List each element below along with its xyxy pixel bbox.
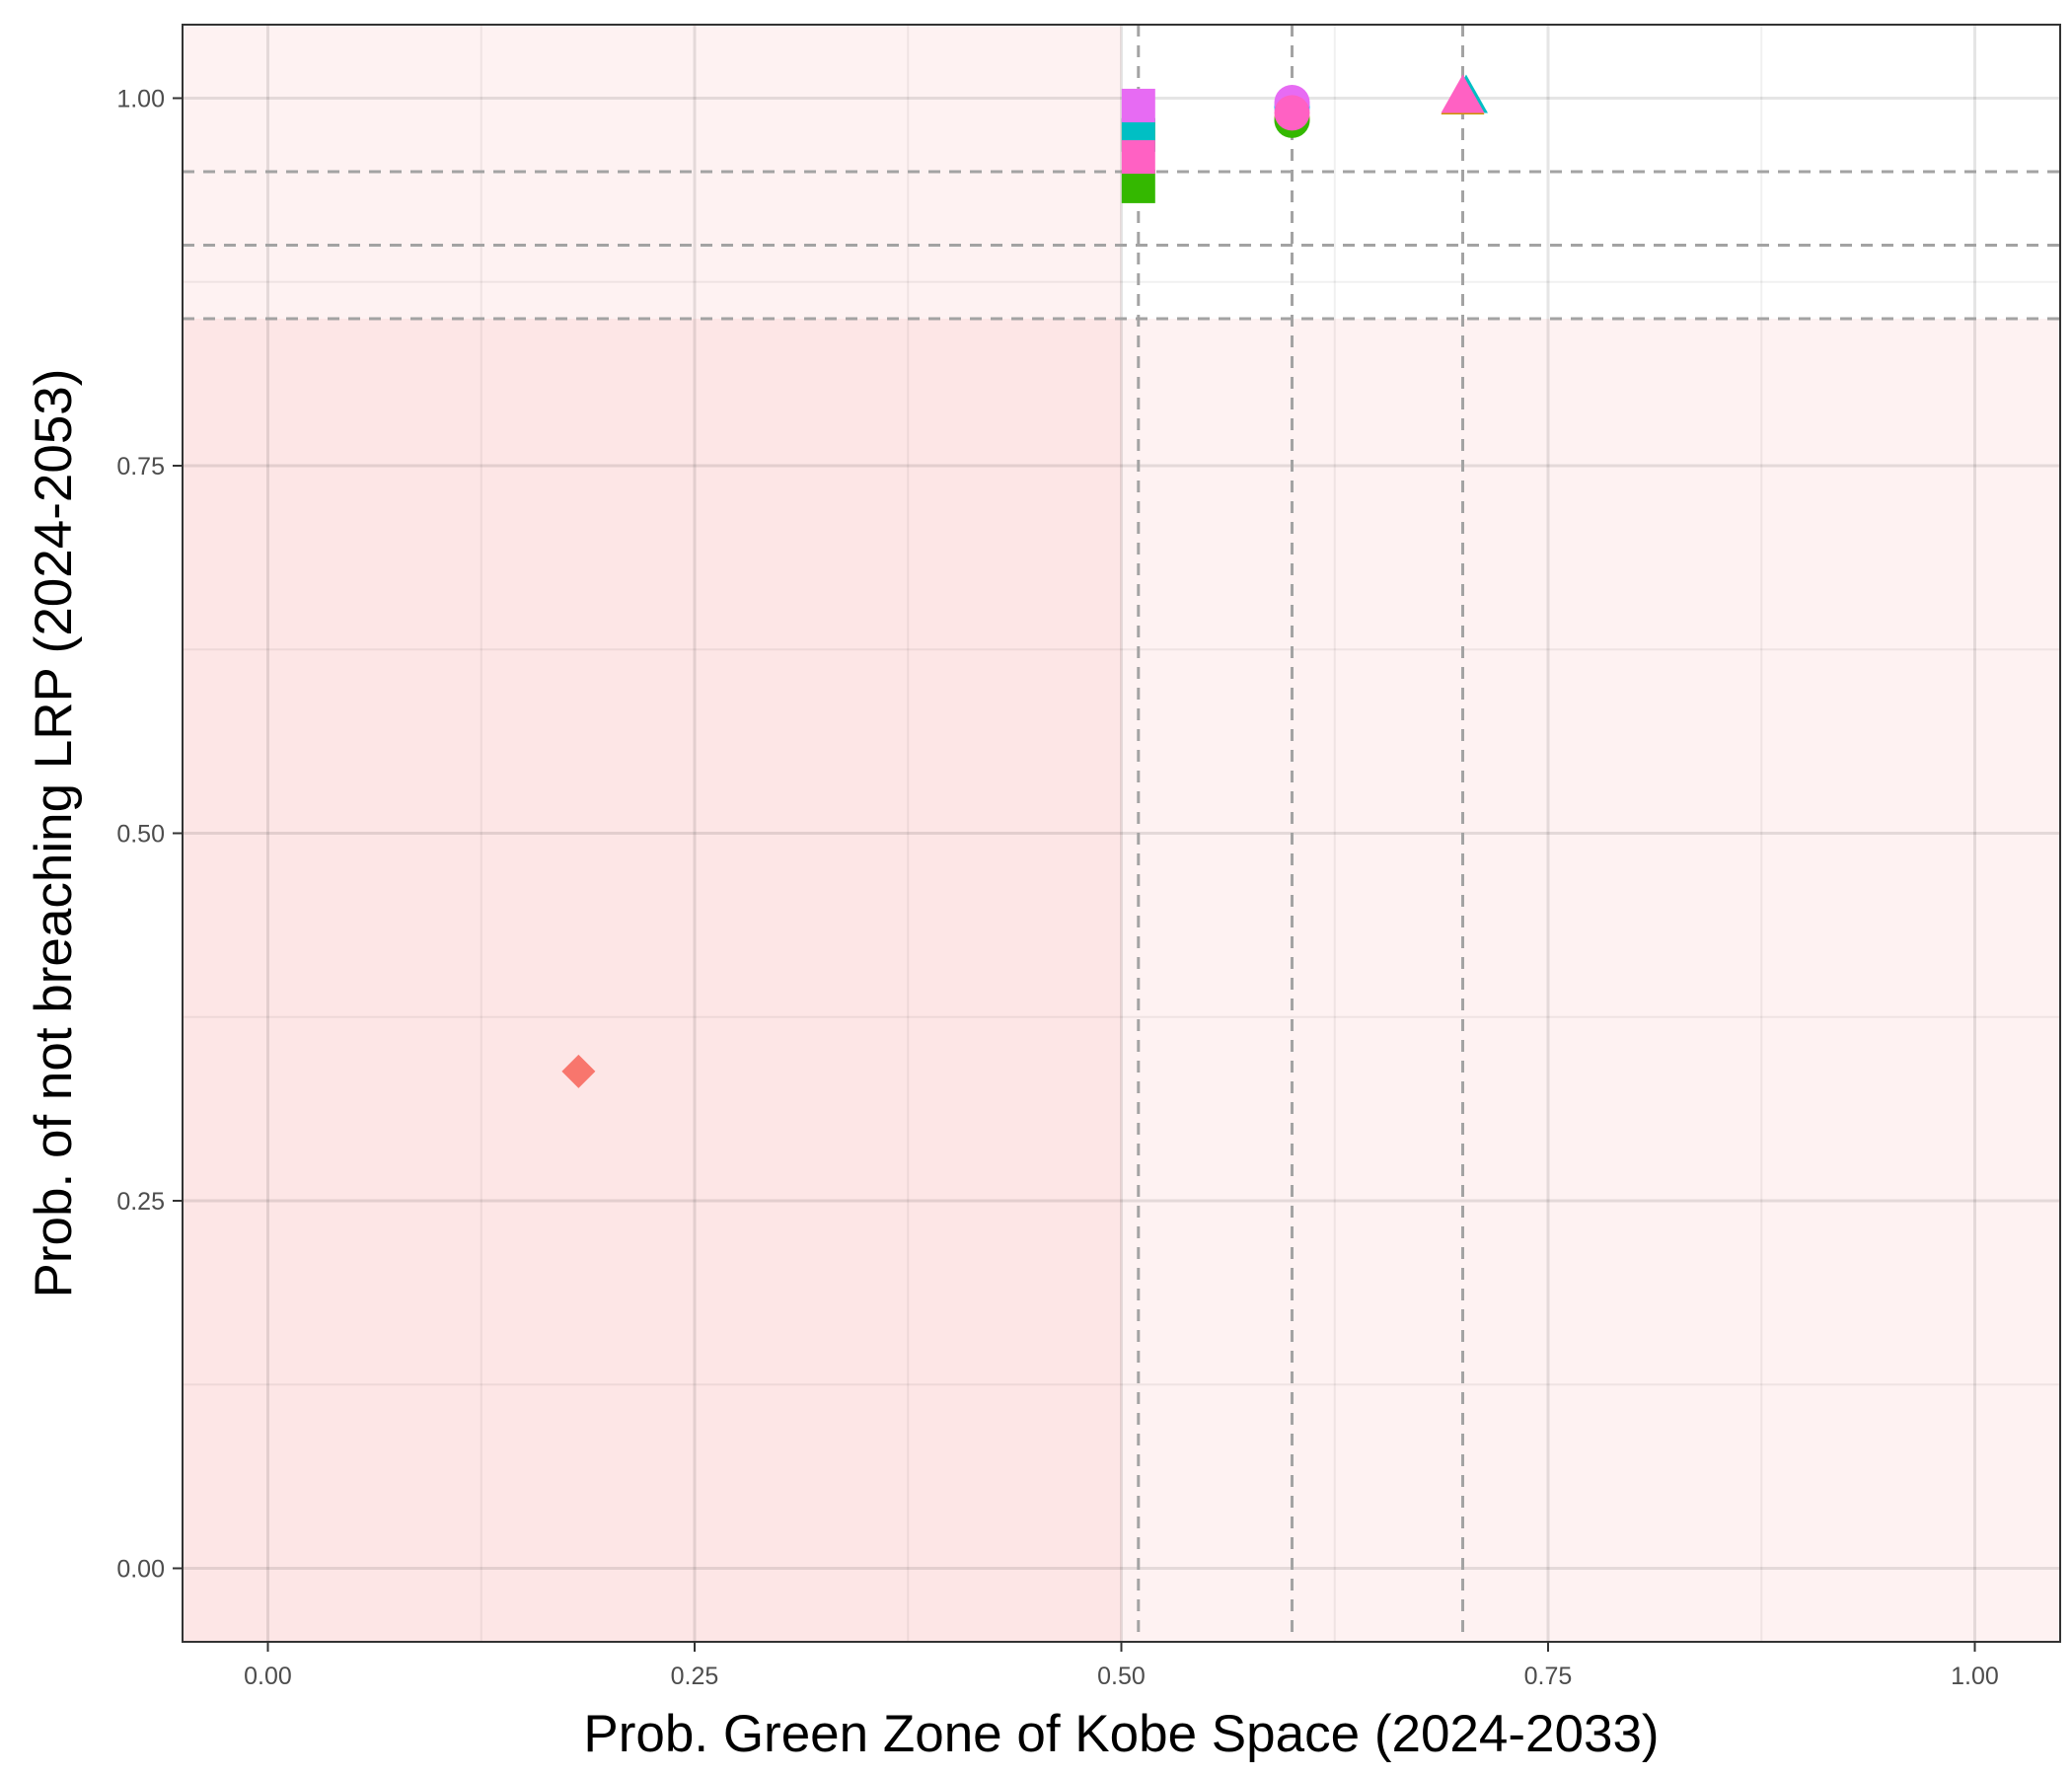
y-tick-label: 1.00 [116, 86, 165, 113]
data-point-square [1121, 88, 1155, 122]
data-point-diamond [561, 1054, 596, 1088]
x-tick-label: 1.00 [1951, 1663, 1999, 1690]
x-tick-label: 0.50 [1097, 1663, 1146, 1690]
reference-lines [183, 25, 2060, 1642]
shaded-region-3 [1121, 319, 2060, 1642]
shaded-region-1 [183, 319, 1122, 1642]
y-tick-labels: 0.00 0.25 0.50 0.75 1.00 [116, 86, 165, 1584]
data-point-triangle [1441, 74, 1485, 113]
x-tick-label: 0.75 [1524, 1663, 1573, 1690]
data-point-circle [1274, 95, 1310, 131]
y-tick-label: 0.50 [116, 821, 165, 849]
y-tick-label: 0.00 [116, 1556, 165, 1584]
minor-gridlines [183, 25, 2060, 1642]
y-axis-title: Prob. of not breaching LRP (2024-2053) [25, 369, 83, 1298]
x-axis-title: Prob. Green Zone of Kobe Space (2024-203… [583, 1705, 1659, 1763]
data-points [561, 74, 1488, 1088]
y-tick-label: 0.25 [116, 1188, 165, 1216]
major-gridlines [183, 25, 2060, 1642]
data-point-square [1121, 169, 1155, 203]
axis-ticks [173, 97, 1976, 1652]
x-tick-label: 0.25 [671, 1663, 719, 1690]
x-tick-label: 0.00 [244, 1663, 292, 1690]
shaded-regions [183, 25, 2060, 1642]
data-point-square [1121, 140, 1155, 175]
x-tick-labels: 0.00 0.25 0.50 0.75 1.00 [244, 1663, 1999, 1690]
y-tick-label: 0.75 [116, 453, 165, 481]
